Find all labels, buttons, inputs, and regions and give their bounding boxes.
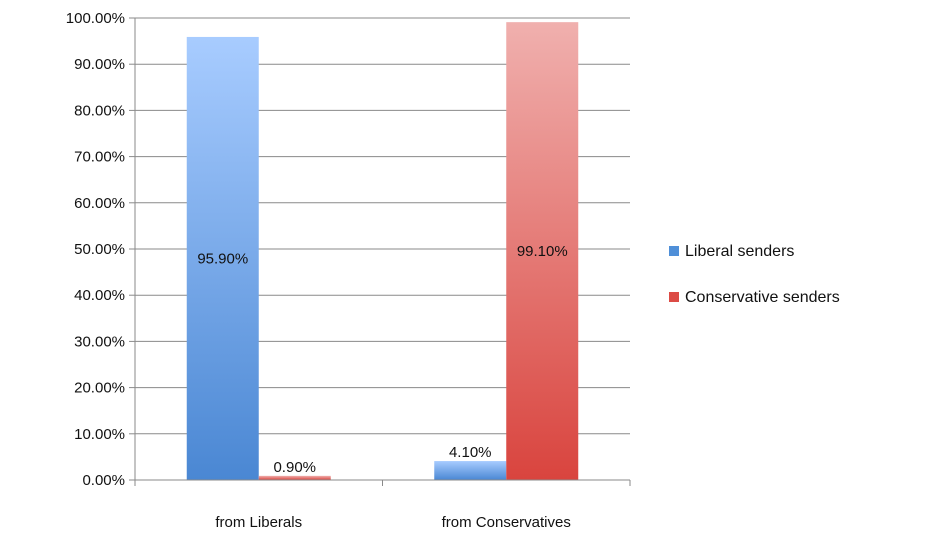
y-tick-label: 10.00% bbox=[74, 426, 125, 443]
bars bbox=[186, 22, 579, 481]
axes bbox=[129, 17, 631, 486]
y-tick-label: 100.00% bbox=[66, 10, 125, 27]
y-tick-label: 50.00% bbox=[74, 241, 125, 258]
legend-label: Liberal senders bbox=[685, 243, 794, 260]
legend-swatch bbox=[669, 292, 679, 302]
data-label: 95.90% bbox=[197, 250, 248, 267]
y-tick-label: 80.00% bbox=[74, 102, 125, 119]
legend-swatch bbox=[669, 246, 679, 256]
y-tick-label: 30.00% bbox=[74, 333, 125, 350]
y-tick-label: 40.00% bbox=[74, 287, 125, 304]
y-tick-label: 20.00% bbox=[74, 380, 125, 397]
labels: 0.00% 10.00% 20.00% 30.00% 40.00% 50.00% 60.00… bbox=[66, 10, 571, 531]
category-label: from Liberals bbox=[215, 514, 302, 531]
bar-conservative-senders bbox=[506, 22, 579, 481]
legend-label: Conservative senders bbox=[685, 289, 840, 306]
data-label: 0.90% bbox=[273, 459, 316, 476]
bar-liberal-senders bbox=[186, 36, 259, 480]
y-tick-label: 0.00% bbox=[82, 472, 125, 489]
y-tick-label: 90.00% bbox=[74, 56, 125, 73]
category-label: from Conservatives bbox=[442, 514, 571, 531]
data-label: 4.10% bbox=[449, 444, 492, 461]
legend: Liberal senders Conservative senders bbox=[669, 243, 840, 306]
bar-liberal-senders bbox=[434, 461, 507, 480]
bar-conservative-senders bbox=[258, 475, 331, 480]
data-label: 99.10% bbox=[517, 243, 568, 260]
y-tick-label: 60.00% bbox=[74, 195, 125, 212]
y-tick-label: 70.00% bbox=[74, 149, 125, 166]
